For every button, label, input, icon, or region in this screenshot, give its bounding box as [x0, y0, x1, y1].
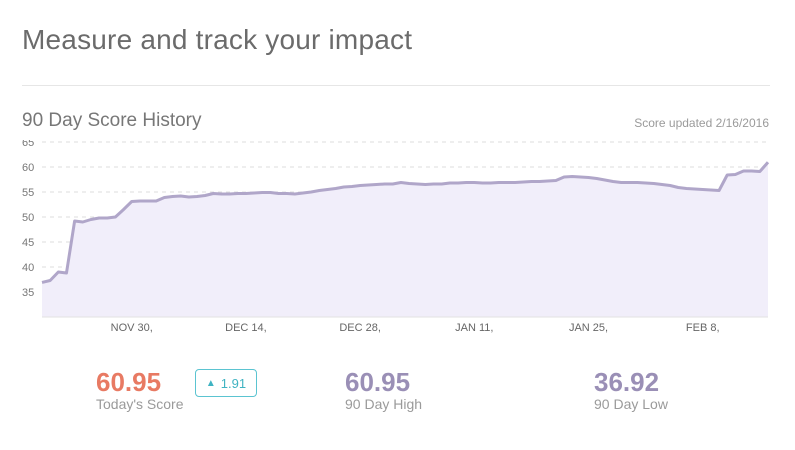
ninety-day-high-value: 60.95	[345, 367, 411, 397]
y-tick-label: 35	[22, 287, 34, 299]
section-title: 90 Day Score History	[22, 110, 202, 131]
ninety-day-low-value: 36.92	[594, 367, 660, 397]
y-tick-label: 45	[22, 237, 34, 249]
header-divider	[22, 85, 770, 86]
todays-score-label: Today's Score	[96, 396, 184, 412]
score-change-value: 1.91	[220, 375, 247, 391]
x-tick-label: FEB 8,	[686, 322, 720, 334]
triangle-up-icon: ▲	[205, 377, 216, 389]
todays-score-value: 60.95	[96, 367, 162, 397]
y-tick-label: 60	[22, 162, 34, 174]
y-tick-label: 40	[22, 262, 34, 274]
ninety-day-low-label: 90 Day Low	[594, 396, 668, 412]
x-tick-label: DEC 14,	[225, 322, 267, 334]
x-tick-label: JAN 25,	[569, 322, 608, 334]
score-updated-text: Score updated 2/16/2016	[634, 116, 769, 130]
page-title: Measure and track your impact	[22, 24, 413, 55]
x-tick-label: JAN 11,	[455, 322, 493, 334]
score-area	[42, 162, 768, 317]
ninety-day-high-label: 90 Day High	[345, 396, 423, 412]
y-tick-label: 50	[22, 212, 34, 224]
y-tick-label: 55	[22, 187, 34, 199]
score-history-chart: 35 40 45 50 55 60 65 NOV 30, DEC 14, DEC 28, JAN 1…	[22, 140, 770, 334]
x-tick-label: NOV 30,	[111, 322, 153, 334]
ninety-day-high-stat: 60.95 90 Day High	[345, 369, 422, 411]
score-line	[41, 161, 770, 284]
x-tick-label: DEC 28,	[339, 322, 381, 334]
todays-score-stat: 60.95 Today's Score	[96, 369, 184, 411]
score-change-badge: ▲ 1.91	[195, 369, 257, 397]
ninety-day-low-stat: 36.92 90 Day Low	[594, 369, 668, 411]
y-tick-label: 65	[22, 140, 34, 149]
